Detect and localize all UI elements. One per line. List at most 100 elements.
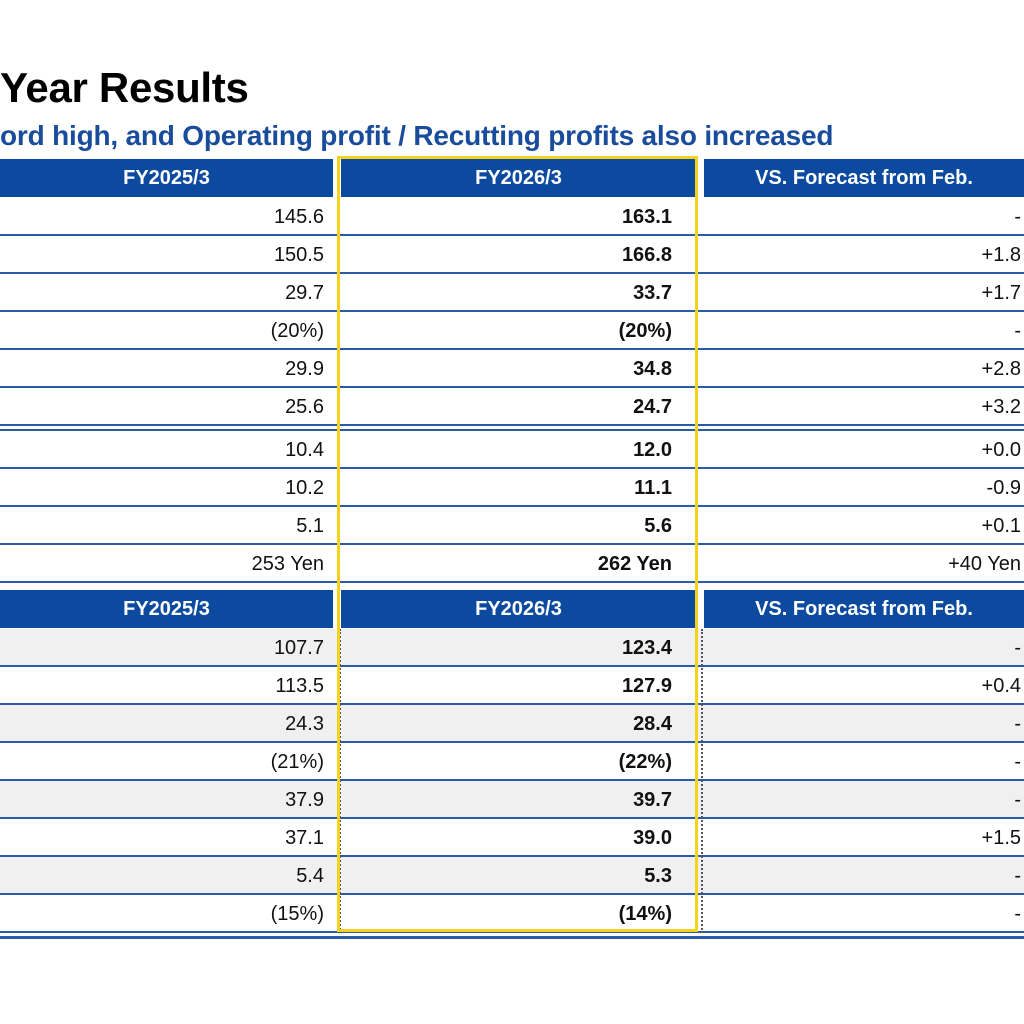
table-row: 113.5 127.9 +0.4: [0, 667, 1024, 705]
table-row: 10.4 12.0 +0.0: [0, 431, 1024, 469]
row-divider: [0, 779, 1024, 781]
fy2026-cell: 34.8: [633, 357, 672, 380]
row-divider: [0, 741, 1024, 743]
fy2025-cell: 5.4: [296, 864, 324, 887]
row-divider: [0, 855, 1024, 857]
vs-forecast-cell: -: [1014, 864, 1021, 887]
row-divider: [0, 386, 1024, 388]
row-divider: [0, 931, 1024, 933]
table-row: (15%) (14%) -: [0, 895, 1024, 933]
table-row: 25.6 24.7 +3.2: [0, 388, 1024, 426]
fy2026-cell: (14%): [618, 902, 672, 925]
table-row: 150.5 166.8 +1.8: [0, 236, 1024, 274]
t2-header-vs-forecast: VS. Forecast from Feb.: [704, 590, 1024, 628]
table-row: 29.7 33.7 +1.7: [0, 274, 1024, 312]
fy2026-cell: 28.4: [633, 712, 672, 735]
page-subtitle: ord high, and Operating profit / Recutti…: [0, 120, 834, 151]
fy2026-cell: 24.7: [633, 395, 672, 418]
fy2026-cell: 5.6: [644, 514, 672, 537]
row-divider: [0, 817, 1024, 819]
t1-header-fy2026: FY2026/3: [341, 159, 696, 197]
table-row: 37.9 39.7 -: [0, 781, 1024, 819]
fy2025-cell: 24.3: [285, 712, 324, 735]
row-divider: [0, 348, 1024, 350]
fy2025-cell: (15%): [270, 902, 324, 925]
vs-forecast-cell: +40 Yen: [948, 552, 1021, 575]
vs-forecast-cell: -: [1014, 902, 1021, 925]
table-row: 37.1 39.0 +1.5: [0, 819, 1024, 857]
vs-forecast-cell: -: [1014, 205, 1021, 228]
table-row: 253 Yen 262 Yen +40 Yen: [0, 545, 1024, 583]
page-title: Year Results: [0, 64, 249, 111]
fy2026-cell: 12.0: [633, 438, 672, 461]
t2-header-fy2026: FY2026/3: [341, 590, 696, 628]
fy2026-cell: (22%): [618, 750, 672, 773]
table-row: 29.9 34.8 +2.8: [0, 350, 1024, 388]
fy2026-cell: 262 Yen: [597, 552, 672, 575]
fy2025-cell: (21%): [270, 750, 324, 773]
table-row: 145.6 163.1 -: [0, 198, 1024, 236]
fy2026-cell: 39.0: [633, 826, 672, 849]
table-row: (20%) (20%) -: [0, 312, 1024, 350]
vs-forecast-cell: -: [1014, 319, 1021, 342]
row-divider: [0, 272, 1024, 274]
vs-forecast-cell: -: [1014, 712, 1021, 735]
table-row: (21%) (22%) -: [0, 743, 1024, 781]
table-row: 5.4 5.3 -: [0, 857, 1024, 895]
fy2026-cell: 166.8: [621, 243, 672, 266]
vs-forecast-cell: +0.0: [981, 438, 1021, 461]
table-row: 5.1 5.6 +0.1: [0, 507, 1024, 545]
column-separator: [701, 629, 703, 933]
fy2025-cell: 107.7: [273, 636, 324, 659]
vs-forecast-cell: +1.7: [981, 281, 1021, 304]
vs-forecast-cell: +1.5: [981, 826, 1021, 849]
fy2026-cell: 123.4: [621, 636, 672, 659]
fy2025-cell: 10.2: [285, 476, 324, 499]
fy2026-cell: 33.7: [633, 281, 672, 304]
row-divider: [0, 665, 1024, 667]
row-divider: [0, 424, 1024, 426]
fy2026-cell: 127.9: [621, 674, 672, 697]
fy2025-cell: 37.9: [285, 788, 324, 811]
row-divider: [0, 310, 1024, 312]
vs-forecast-cell: +3.2: [981, 395, 1021, 418]
fy2025-cell: 29.9: [285, 357, 324, 380]
vs-forecast-cell: +1.8: [981, 243, 1021, 266]
fy2026-cell: 11.1: [634, 476, 672, 499]
fy2025-cell: 150.5: [273, 243, 324, 266]
row-divider: [0, 893, 1024, 895]
fy2025-cell: (20%): [270, 319, 324, 342]
row-divider: [0, 505, 1024, 507]
table-row: 107.7 123.4 -: [0, 629, 1024, 667]
vs-forecast-cell: +2.8: [981, 357, 1021, 380]
vs-forecast-cell: +0.4: [981, 674, 1021, 697]
table-row: 10.2 11.1 -0.9: [0, 469, 1024, 507]
fy2025-cell: 10.4: [285, 438, 324, 461]
t1-header-vs-forecast: VS. Forecast from Feb.: [704, 159, 1024, 197]
table-bottom-rule: [0, 936, 1024, 939]
fy2025-cell: 5.1: [296, 514, 324, 537]
fy2026-cell: 39.7: [633, 788, 672, 811]
column-separator: [339, 629, 341, 933]
vs-forecast-cell: -: [1014, 750, 1021, 773]
vs-forecast-cell: -: [1014, 788, 1021, 811]
fy2025-cell: 113.5: [275, 674, 324, 697]
fy2026-cell: 163.1: [621, 205, 672, 228]
fy2025-cell: 145.6: [273, 205, 324, 228]
vs-forecast-cell: -: [1014, 636, 1021, 659]
row-divider: [0, 703, 1024, 705]
table-row: 24.3 28.4 -: [0, 705, 1024, 743]
fy2025-cell: 25.6: [285, 395, 324, 418]
row-divider: [0, 467, 1024, 469]
fy2025-cell: 29.7: [285, 281, 324, 304]
t2-header-fy2025: FY2025/3: [0, 590, 333, 628]
fy2026-cell: (20%): [618, 319, 672, 342]
row-divider: [0, 543, 1024, 545]
vs-forecast-cell: +0.1: [981, 514, 1021, 537]
row-divider: [0, 581, 1024, 583]
fy2025-cell: 253 Yen: [251, 552, 324, 575]
fy2026-cell: 5.3: [644, 864, 672, 887]
vs-forecast-cell: -0.9: [986, 476, 1021, 499]
t1-header-fy2025: FY2025/3: [0, 159, 333, 197]
row-divider: [0, 234, 1024, 236]
